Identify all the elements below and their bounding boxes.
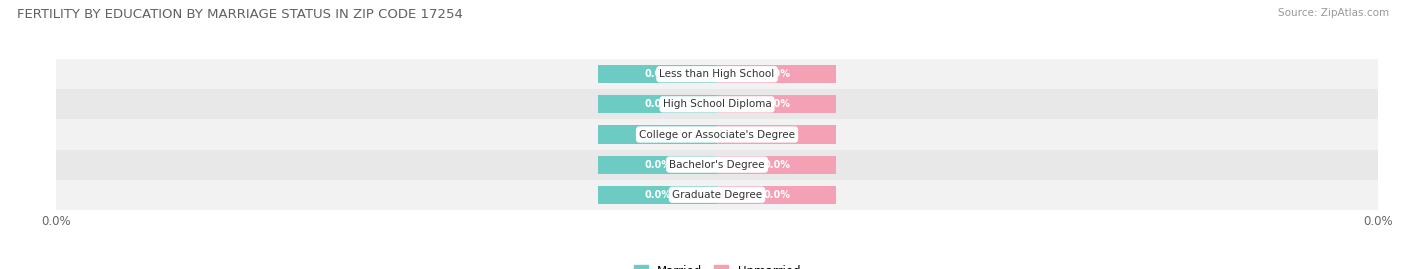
Text: 0.0%: 0.0% — [763, 129, 790, 140]
Bar — [56, 89, 1378, 119]
Text: 0.0%: 0.0% — [644, 69, 671, 79]
Legend: Married, Unmarried: Married, Unmarried — [628, 260, 806, 269]
Text: Source: ZipAtlas.com: Source: ZipAtlas.com — [1278, 8, 1389, 18]
Text: 0.0%: 0.0% — [644, 129, 671, 140]
Bar — [598, 186, 717, 204]
Bar — [717, 65, 837, 83]
Bar — [717, 125, 837, 144]
Bar — [56, 180, 1378, 210]
Text: FERTILITY BY EDUCATION BY MARRIAGE STATUS IN ZIP CODE 17254: FERTILITY BY EDUCATION BY MARRIAGE STATU… — [17, 8, 463, 21]
Bar — [717, 186, 837, 204]
Text: 0.0%: 0.0% — [763, 190, 790, 200]
Bar — [598, 125, 717, 144]
Text: 0.0%: 0.0% — [644, 99, 671, 109]
Text: Bachelor's Degree: Bachelor's Degree — [669, 160, 765, 170]
Text: 0.0%: 0.0% — [763, 69, 790, 79]
Bar — [56, 150, 1378, 180]
Bar — [717, 155, 837, 174]
Text: Less than High School: Less than High School — [659, 69, 775, 79]
Text: College or Associate's Degree: College or Associate's Degree — [640, 129, 794, 140]
Text: 0.0%: 0.0% — [763, 99, 790, 109]
Text: High School Diploma: High School Diploma — [662, 99, 772, 109]
Bar — [56, 59, 1378, 89]
Bar — [56, 119, 1378, 150]
Bar — [598, 65, 717, 83]
Bar — [717, 95, 837, 114]
Text: 0.0%: 0.0% — [644, 190, 671, 200]
Bar — [598, 155, 717, 174]
Text: 0.0%: 0.0% — [644, 160, 671, 170]
Text: Graduate Degree: Graduate Degree — [672, 190, 762, 200]
Text: 0.0%: 0.0% — [763, 160, 790, 170]
Bar — [598, 95, 717, 114]
